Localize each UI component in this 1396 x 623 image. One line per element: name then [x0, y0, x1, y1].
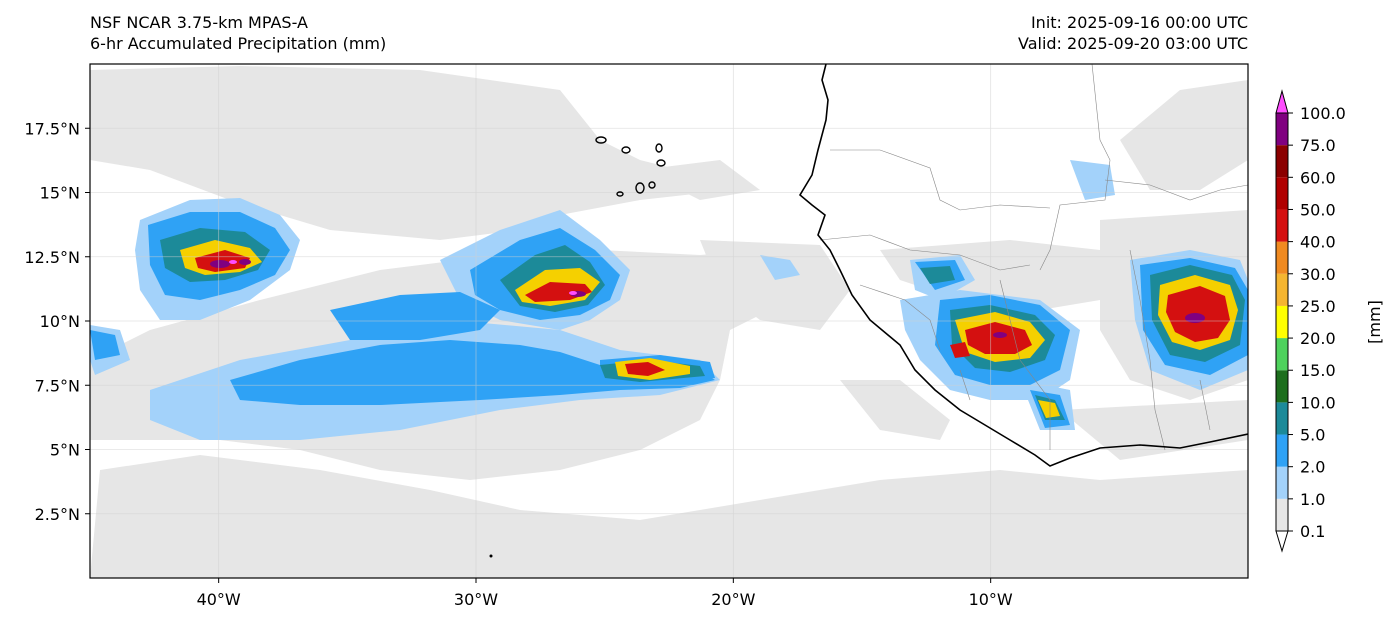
colorbar-tick-label: 15.0	[1300, 361, 1336, 380]
model-title: NSF NCAR 3.75-km MPAS-A	[90, 13, 308, 32]
cape-verde-islands	[595, 136, 666, 197]
colorbar-tick-label: 30.0	[1300, 265, 1336, 284]
lon-tick-label: 30°W	[454, 590, 498, 609]
colorbar-tick-label: 1.0	[1300, 490, 1325, 509]
colorbar-frame	[1275, 112, 1289, 532]
lon-tick-label: 40°W	[197, 590, 241, 609]
init-time: Init: 2025-09-16 00:00 UTC	[1030, 13, 1248, 32]
lat-tick-label: 7.5°N	[35, 376, 80, 395]
colorbar-tick-label: 100.0	[1300, 104, 1346, 123]
colorbar-segment	[1276, 434, 1288, 467]
colorbar-under-extension	[1275, 530, 1289, 553]
lat-tick-label: 5°N	[50, 441, 80, 460]
lat-tick-label: 15°N	[40, 184, 80, 203]
colorbar-segment	[1276, 209, 1288, 242]
colorbar-segment	[1276, 305, 1288, 339]
lat-tick-label: 12.5°N	[24, 248, 80, 267]
lat-tick-label: 17.5°N	[24, 119, 80, 138]
colorbar-tick-label: 50.0	[1300, 200, 1336, 219]
field-title: 6-hr Accumulated Precipitation (mm)	[90, 34, 387, 53]
islet	[489, 554, 493, 558]
colorbar-segment	[1276, 113, 1288, 146]
colorbar-unit-label: [mm]	[1365, 300, 1384, 344]
colorbar-tick-label: 40.0	[1300, 233, 1336, 252]
colorbar-tick-label: 5.0	[1300, 426, 1325, 445]
colorbar-tick-label: 25.0	[1300, 297, 1336, 316]
map-area	[90, 64, 1248, 578]
colorbar-segment	[1276, 402, 1288, 435]
title-left: NSF NCAR 3.75-km MPAS-A 6-hr Accumulated…	[90, 12, 386, 54]
colorbar-segment	[1276, 498, 1288, 531]
precip-100mm-areas	[229, 260, 577, 295]
colorbar-segment	[1276, 273, 1288, 306]
colorbar-over-extension	[1275, 89, 1289, 114]
lat-tick-label: 10°N	[40, 312, 80, 331]
colorbar-tick-label: 75.0	[1300, 136, 1336, 155]
colorbar-segment	[1276, 177, 1288, 210]
gridlines	[90, 64, 1248, 578]
colorbar-tick-label: 20.0	[1300, 329, 1336, 348]
longitude-axis: 40°W 30°W 20°W 10°W	[197, 578, 1013, 609]
colorbar-tick-label: 2.0	[1300, 458, 1325, 477]
country-borders	[819, 64, 1248, 451]
colorbar-tick-label: 60.0	[1300, 168, 1336, 187]
lon-tick-label: 10°W	[969, 590, 1013, 609]
colorbar-tick-label: 10.0	[1300, 393, 1336, 412]
lat-tick-label: 2.5°N	[35, 505, 80, 524]
coastline	[798, 64, 1248, 467]
colorbar-segment	[1276, 338, 1288, 371]
title-right: Init: 2025-09-16 00:00 UTC Valid: 2025-0…	[1018, 12, 1248, 54]
lon-tick-label: 20°W	[711, 590, 755, 609]
colorbar-segment	[1276, 370, 1288, 403]
valid-time: Valid: 2025-09-20 03:00 UTC	[1017, 34, 1248, 53]
colorbar-segment	[1276, 466, 1288, 499]
colorbar-tick-label: 0.1	[1300, 522, 1325, 541]
colorbar-segment	[1276, 241, 1288, 274]
colorbar-segment	[1276, 145, 1288, 178]
latitude-axis: 17.5°N 15°N 12.5°N 10°N 7.5°N 5°N 2.5°N	[24, 119, 90, 524]
colorbar: 0.1 1.0 2.0 5.0 10.0 15.0 20.0 25.0 30.0 40.0 50.0…	[1275, 89, 1346, 553]
